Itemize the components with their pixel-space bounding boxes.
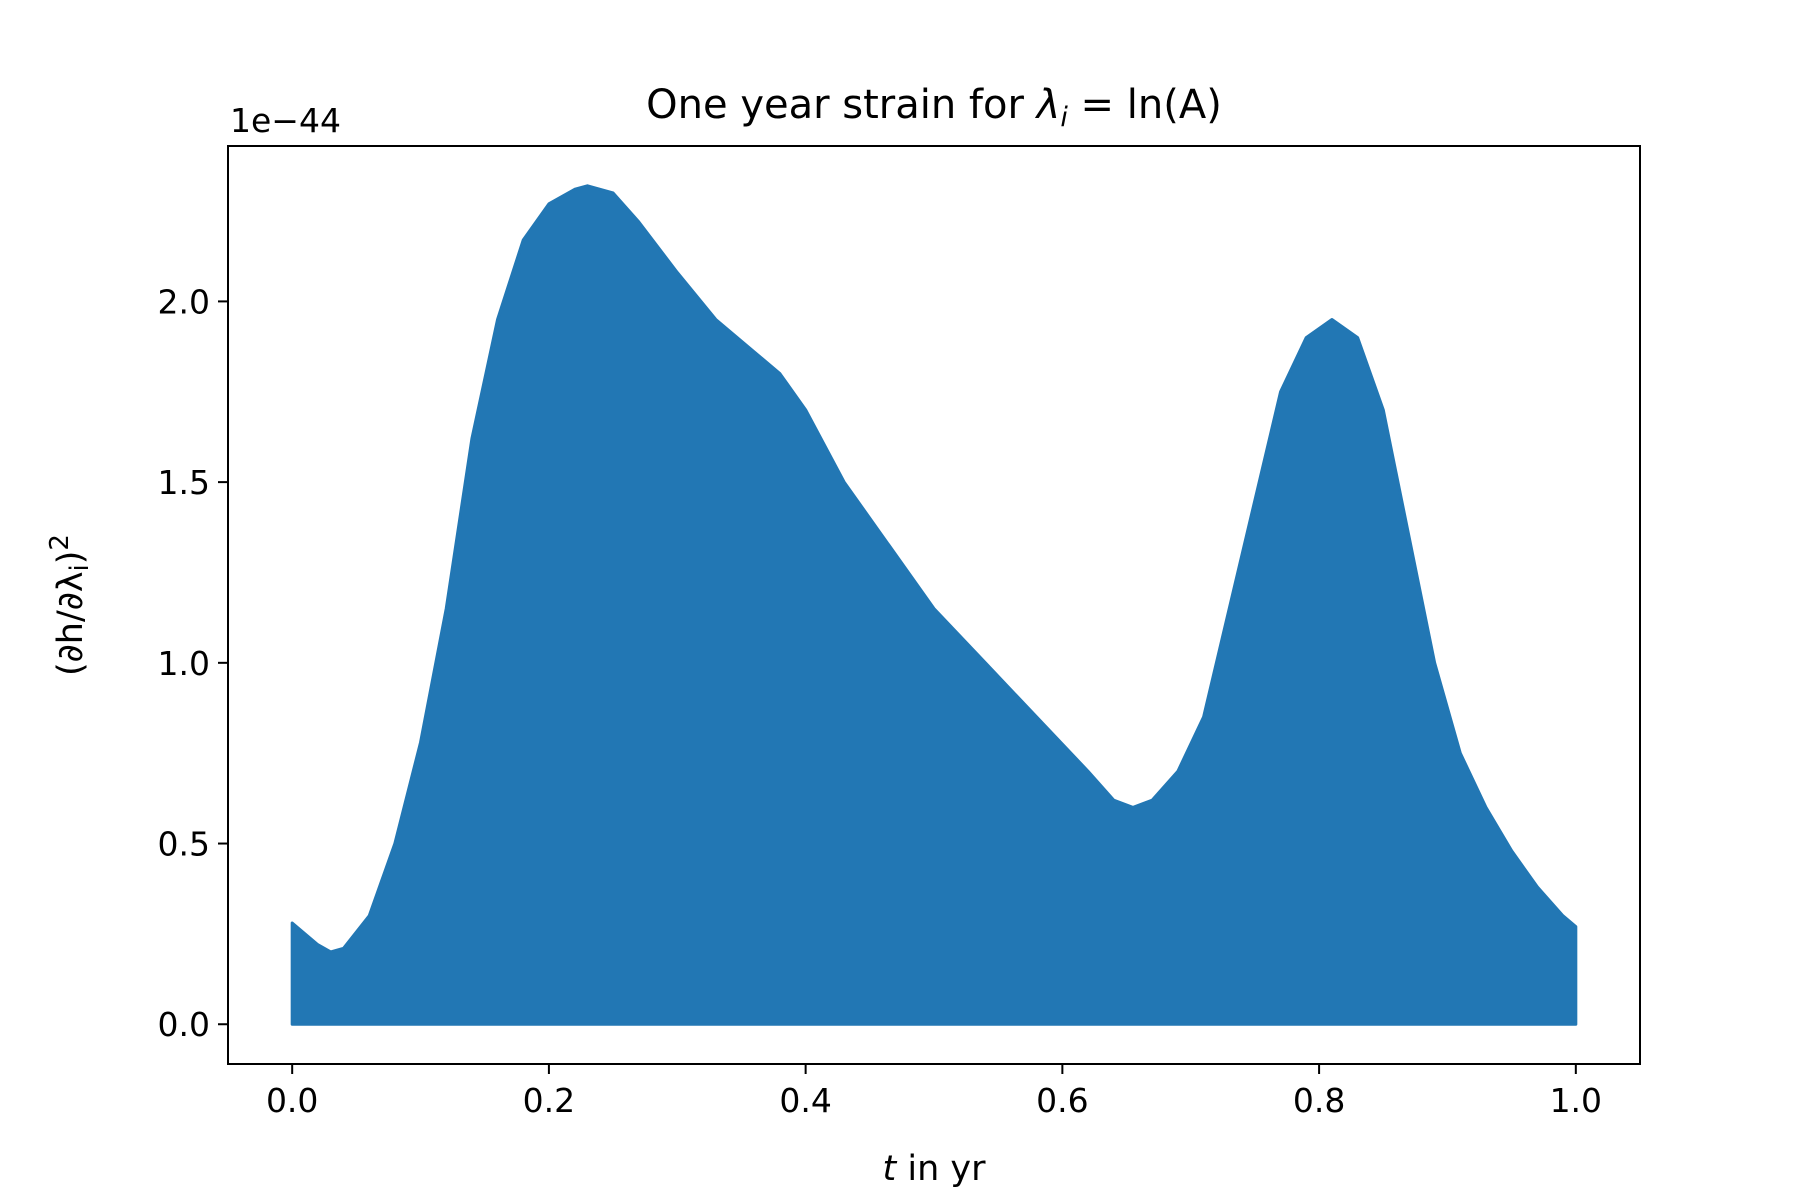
x-tick-label: 0.0 (266, 1081, 318, 1120)
x-tick-label: 0.2 (523, 1081, 575, 1120)
x-axis: 0.0 0.2 0.4 0.6 0.8 1.0 (266, 1064, 1602, 1120)
x-tick-label: 1.0 (1550, 1081, 1602, 1120)
plot-area (290, 184, 1578, 1026)
y-offset-text: 1e−44 (230, 101, 341, 140)
y-tick-label: 2.0 (158, 282, 210, 321)
svg-text:(∂h/∂λi)2: (∂h/∂λi)2 (45, 534, 95, 676)
chart-title: One year strain for λi = ln(A) (646, 82, 1222, 133)
x-axis-label: t in yr (883, 1149, 987, 1189)
x-tick-label: 0.4 (779, 1081, 831, 1120)
y-tick-label: 0.5 (158, 825, 210, 864)
y-tick-label: 1.0 (158, 644, 210, 683)
y-axis: 0.0 0.5 1.0 1.5 2.0 (158, 282, 228, 1044)
strain-area-series-0 (290, 184, 1578, 1026)
y-axis-label: (∂h/∂λi)2 (45, 534, 95, 676)
y-tick-label: 1.5 (158, 463, 210, 502)
x-tick-label: 0.6 (1036, 1081, 1088, 1120)
y-tick-label: 0.0 (158, 1005, 210, 1044)
x-tick-label: 0.8 (1293, 1081, 1345, 1120)
axes-frame (227, 145, 1641, 1065)
